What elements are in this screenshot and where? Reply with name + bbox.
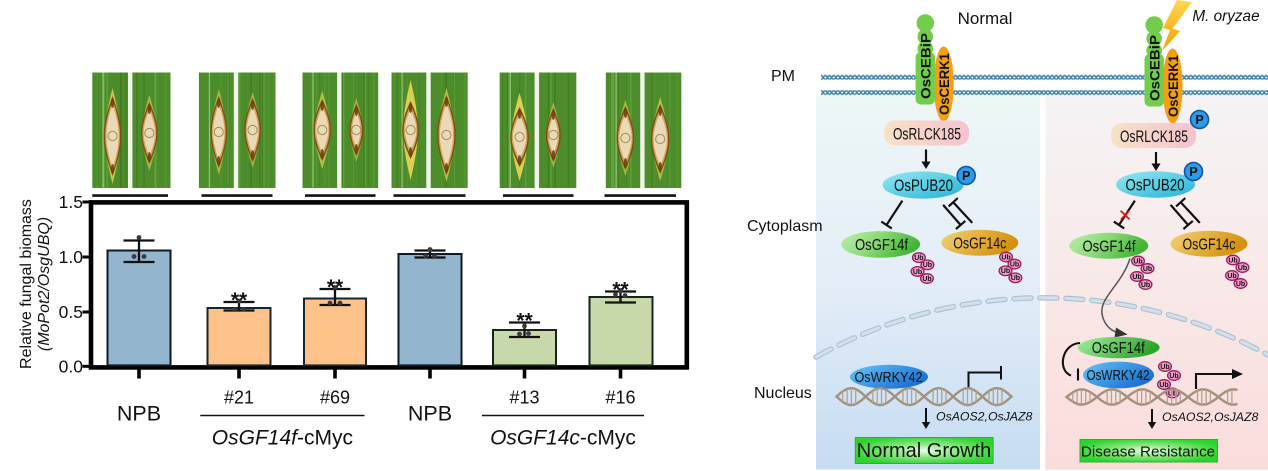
svg-text:OsWRKY42: OsWRKY42 <box>855 369 923 386</box>
svg-text:OsCERK1: OsCERK1 <box>1166 55 1181 117</box>
svg-text:Normal: Normal <box>958 9 1013 28</box>
svg-text:OsAOS2,OsJAZ8: OsAOS2,OsJAZ8 <box>1162 410 1259 424</box>
svg-text:NPB: NPB <box>408 402 452 426</box>
svg-text:Ub: Ub <box>1169 373 1178 380</box>
svg-text:Ub: Ub <box>1228 257 1237 264</box>
svg-text:0.5: 0.5 <box>59 302 83 322</box>
svg-text:OsGF14c-cMyc: OsGF14c-cMyc <box>490 427 636 450</box>
svg-text:Ub: Ub <box>1227 273 1236 280</box>
svg-text:Ub: Ub <box>1238 265 1247 272</box>
svg-text:Ub: Ub <box>1001 254 1010 261</box>
svg-text:OsRLCK185: OsRLCK185 <box>893 125 961 143</box>
svg-text:OsGF14c: OsGF14c <box>1183 236 1236 253</box>
svg-text:#13: #13 <box>509 388 539 408</box>
svg-text:OsAOS2,OsJAZ8: OsAOS2,OsJAZ8 <box>936 410 1033 424</box>
svg-text:OsGF14f: OsGF14f <box>1083 238 1137 255</box>
svg-text:Ub: Ub <box>1141 282 1150 289</box>
svg-text:**: ** <box>612 279 629 302</box>
svg-text:Ub: Ub <box>1001 268 1010 275</box>
svg-text:Ub: Ub <box>1168 390 1177 397</box>
svg-text:OsGF14c: OsGF14c <box>953 235 1006 252</box>
svg-text:OsPUB20: OsPUB20 <box>894 177 953 195</box>
svg-text:OsPUB20: OsPUB20 <box>1126 177 1185 195</box>
svg-text:1.0: 1.0 <box>59 247 84 267</box>
svg-text:Ub: Ub <box>1133 258 1142 265</box>
svg-text:OsCEBiP: OsCEBiP <box>1147 35 1163 101</box>
svg-text:Ub: Ub <box>1236 281 1245 288</box>
svg-text:Ub: Ub <box>1132 274 1141 281</box>
svg-text:OsGF14f-cMyc: OsGF14f-cMyc <box>212 427 353 450</box>
svg-text:M. oryzae: M. oryzae <box>1192 8 1259 25</box>
svg-text:P: P <box>1189 165 1197 179</box>
svg-text:NPB: NPB <box>117 402 161 426</box>
svg-text:P: P <box>962 169 970 183</box>
svg-text:Normal Growth: Normal Growth <box>857 440 991 462</box>
svg-text:#69: #69 <box>320 388 350 408</box>
svg-text:Ub: Ub <box>1159 382 1168 389</box>
svg-text:**: ** <box>231 289 248 312</box>
svg-text:**: ** <box>516 310 533 333</box>
svg-text:0.0: 0.0 <box>59 356 84 376</box>
svg-text:Ub: Ub <box>922 276 931 283</box>
svg-text:OsCEBiP: OsCEBiP <box>918 33 934 99</box>
svg-text:Ub: Ub <box>913 269 922 276</box>
svg-text:OsRLCK185: OsRLCK185 <box>1120 128 1188 146</box>
svg-text:OsGF14f: OsGF14f <box>855 237 909 254</box>
svg-text:Ub: Ub <box>1010 262 1019 269</box>
svg-text:Ub: Ub <box>1011 275 1020 282</box>
svg-text:Ub: Ub <box>1160 364 1169 371</box>
svg-text:Nucleus: Nucleus <box>754 385 812 402</box>
svg-text:Ub: Ub <box>1143 266 1152 273</box>
svg-text:Ub: Ub <box>923 262 932 269</box>
svg-text:OsWRKY42: OsWRKY42 <box>1087 368 1150 384</box>
svg-text:#21: #21 <box>224 388 254 408</box>
svg-text:Disease Resistance: Disease Resistance <box>1081 444 1215 461</box>
svg-text:1.5: 1.5 <box>59 192 83 212</box>
svg-text:P: P <box>1195 113 1203 127</box>
svg-text:Cytoplasm: Cytoplasm <box>747 218 823 235</box>
svg-text:OsCERK1: OsCERK1 <box>937 53 952 115</box>
svg-text:#16: #16 <box>605 388 635 408</box>
svg-text:Ub: Ub <box>914 255 923 262</box>
svg-text:PM: PM <box>771 68 795 85</box>
svg-text:Relative fungal biomass: Relative fungal biomass <box>18 199 35 369</box>
svg-text:OsGF14f: OsGF14f <box>1092 340 1146 357</box>
svg-text:(MoPot2/OsgUBQ): (MoPot2/OsgUBQ) <box>36 217 53 351</box>
svg-text:**: ** <box>327 276 344 299</box>
